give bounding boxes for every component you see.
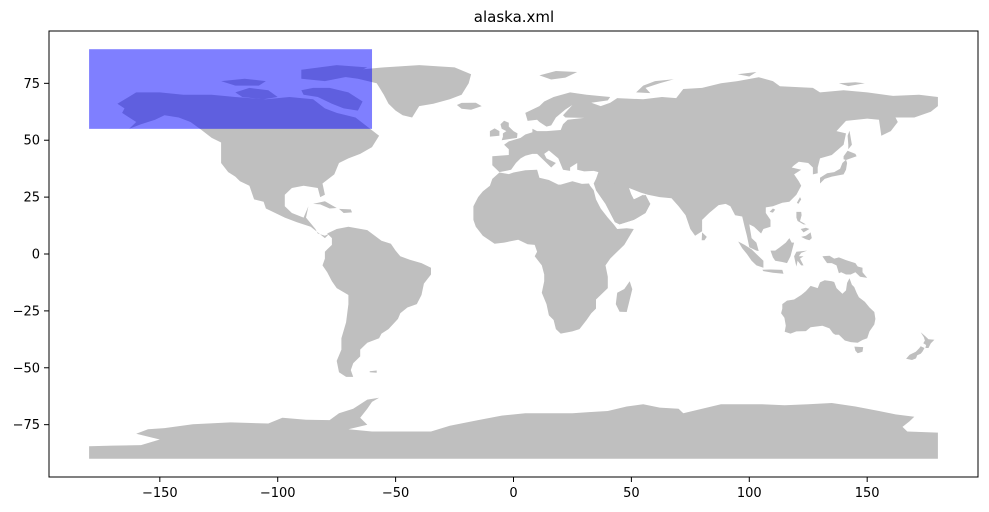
landmass-philippines-visayas bbox=[800, 227, 810, 233]
landmass-sakhalin bbox=[847, 130, 852, 150]
y-axis-ticks: 75 50 25 0 −25 −50 −75 bbox=[13, 77, 49, 433]
landmass-africa bbox=[473, 169, 634, 334]
landmass-new-zealand-south bbox=[906, 346, 925, 360]
y-tick-label: −75 bbox=[13, 418, 40, 433]
chart-title: alaska.xml bbox=[474, 8, 554, 26]
bbox-region-layer bbox=[89, 49, 373, 129]
y-tick-label: −50 bbox=[13, 361, 40, 376]
x-tick-label: 100 bbox=[737, 486, 762, 501]
landmass-novaya-zemlya bbox=[636, 79, 674, 94]
landmass-south-america bbox=[322, 226, 431, 377]
landmass-iceland bbox=[456, 102, 482, 110]
x-tick-label: −50 bbox=[382, 486, 409, 501]
landmass-cuba bbox=[313, 201, 337, 209]
x-tick-label: −150 bbox=[142, 486, 178, 501]
landmass-java bbox=[762, 269, 784, 274]
y-tick-label: 50 bbox=[23, 134, 40, 149]
landmass-falklands bbox=[369, 370, 377, 373]
land-layer bbox=[89, 65, 938, 459]
landmass-philippines-mindanao bbox=[801, 232, 812, 241]
y-tick-label: −25 bbox=[13, 304, 40, 319]
landmass-sulawesi bbox=[794, 250, 808, 267]
landmass-eurasia bbox=[492, 77, 938, 251]
landmass-borneo bbox=[770, 238, 795, 264]
x-tick-label: 0 bbox=[509, 486, 517, 501]
landmass-sri-lanka bbox=[701, 232, 707, 241]
landmass-philippines-luzon bbox=[796, 211, 806, 225]
landmass-new-siberian-islands bbox=[838, 82, 865, 87]
landmass-japan-hokkaido bbox=[843, 150, 857, 160]
x-tick-label: 50 bbox=[623, 486, 640, 501]
y-tick-label: 25 bbox=[23, 191, 40, 206]
landmass-new-zealand-north bbox=[920, 332, 935, 348]
landmass-arabia bbox=[596, 181, 651, 225]
bbox-region-rect bbox=[89, 49, 373, 129]
y-tick-label: 0 bbox=[32, 248, 40, 263]
landmass-australia bbox=[781, 278, 876, 343]
x-tick-label: 150 bbox=[855, 486, 880, 501]
y-tick-label: 75 bbox=[23, 77, 40, 92]
landmass-taiwan bbox=[796, 197, 802, 204]
landmass-svalbard bbox=[539, 71, 578, 80]
landmass-tasmania bbox=[854, 346, 864, 354]
landmass-great-britain bbox=[500, 120, 518, 141]
landmass-antarctica bbox=[89, 397, 938, 459]
landmass-greenland bbox=[341, 65, 472, 118]
landmass-sumatra bbox=[738, 241, 764, 268]
x-axis-ticks: −150 −100 −50 0 50 100 150 bbox=[142, 477, 880, 501]
landmass-hispaniola bbox=[339, 208, 352, 213]
landmass-severnaya-zemlya bbox=[737, 72, 757, 77]
landmass-ireland bbox=[489, 128, 500, 137]
landmass-hainan bbox=[769, 208, 776, 213]
landmass-japan-honshu bbox=[820, 159, 848, 184]
landmass-new-guinea bbox=[822, 255, 868, 278]
landmass-madagascar bbox=[615, 281, 633, 312]
x-tick-label: −100 bbox=[260, 486, 296, 501]
